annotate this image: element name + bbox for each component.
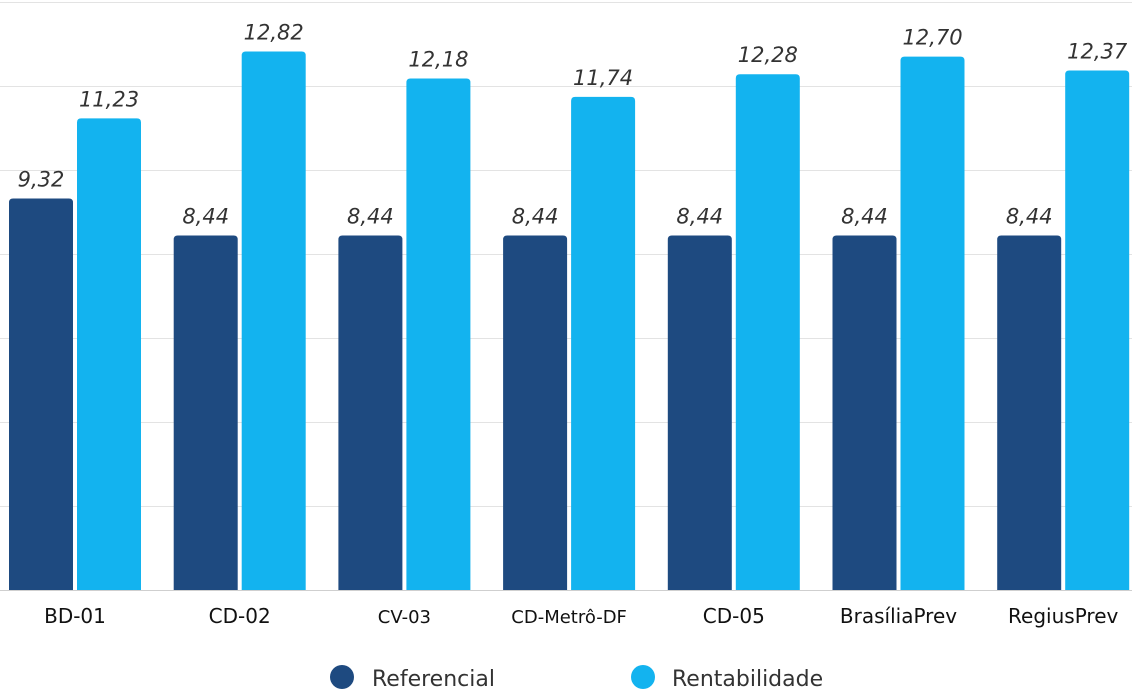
bar-referencial xyxy=(9,198,73,590)
bar-rentabilidade xyxy=(77,118,141,590)
data-label: 8,44 xyxy=(182,205,229,229)
x-tick-label: CD-02 xyxy=(209,604,271,628)
x-tick-label: CD-05 xyxy=(703,604,765,628)
data-label: 11,23 xyxy=(79,87,139,111)
legend-marker xyxy=(631,665,655,689)
bar-rentabilidade xyxy=(900,56,965,591)
x-tick-label: CV-03 xyxy=(378,607,431,628)
bar-referencial xyxy=(997,235,1062,590)
bar-referencial xyxy=(503,235,568,590)
bar-rentabilidade xyxy=(735,74,800,591)
data-label: 12,28 xyxy=(738,43,798,67)
x-tick-label: RegiusPrev xyxy=(1008,604,1118,628)
bar-referencial xyxy=(832,235,897,590)
x-tick-label: CD-Metrô-DF xyxy=(511,607,627,628)
data-label: 8,44 xyxy=(347,205,394,229)
x-tick-label: BrasíliaPrev xyxy=(840,604,957,628)
data-label: 12,18 xyxy=(408,47,468,71)
value-labels: 9,32 11,23 8,44 12,82 8,44 12,18 8,44 11,74 8,44… xyxy=(18,21,1128,229)
category-labels: BD-01 CD-02 CV-03 CD-Metrô-DF CD-05 BrasíliaP… xyxy=(44,604,1118,628)
data-label: 8,44 xyxy=(1006,205,1053,229)
data-label: 12,37 xyxy=(1067,39,1128,63)
legend-label: Referencial xyxy=(372,667,495,689)
legend: Referencial Rentabilidade xyxy=(330,665,823,692)
data-label: 12,70 xyxy=(902,26,962,50)
bars xyxy=(9,51,1130,591)
x-tick-label: BD-01 xyxy=(44,604,106,628)
bar-referencial xyxy=(667,235,732,590)
legend-label: Rentabilidade xyxy=(672,667,823,689)
data-label: 8,44 xyxy=(676,205,723,229)
bar-rentabilidade xyxy=(241,51,306,591)
legend-marker xyxy=(330,665,354,689)
data-label: 9,32 xyxy=(18,168,65,192)
data-label: 8,44 xyxy=(512,205,559,229)
data-label: 8,44 xyxy=(841,205,888,229)
data-label: 12,82 xyxy=(244,21,304,45)
bar-rentabilidade xyxy=(406,78,471,590)
bar-referencial xyxy=(338,235,403,590)
bar-rentabilidade xyxy=(1065,70,1130,590)
data-label: 11,74 xyxy=(573,66,633,90)
bar-referencial xyxy=(173,235,238,590)
bar-rentabilidade xyxy=(571,96,636,591)
